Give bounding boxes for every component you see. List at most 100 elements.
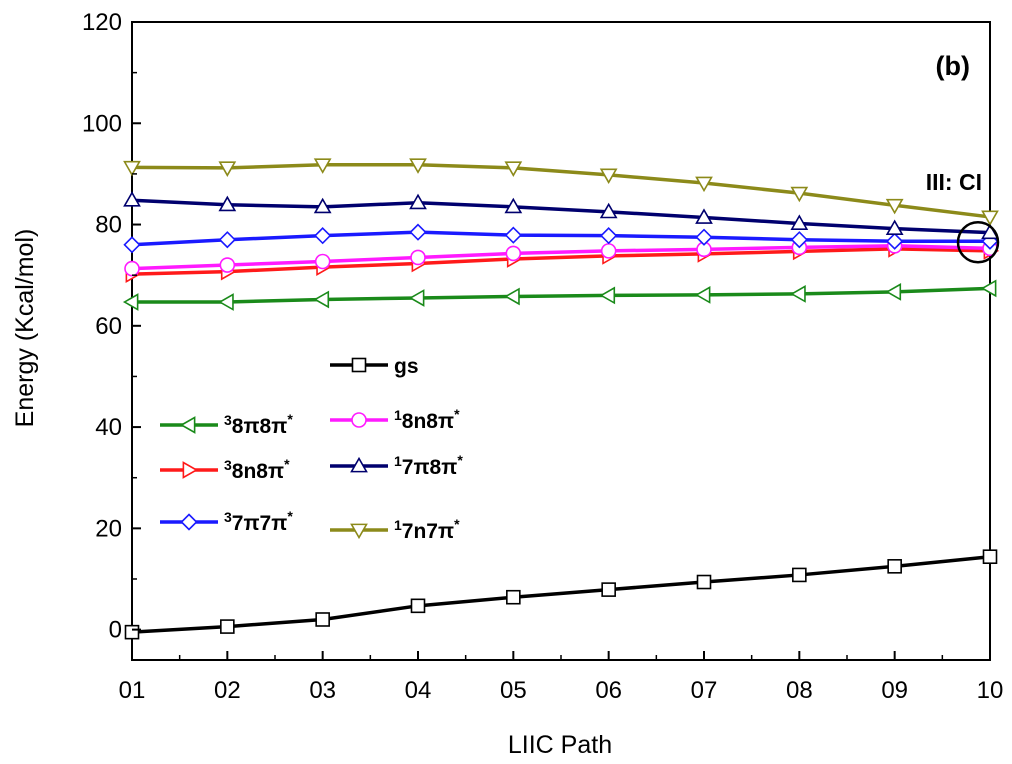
legend-item-s6: 17n7π* [330,516,460,543]
data-point-s5 [123,191,141,207]
data-point-s1 [980,279,997,298]
data-point-s5 [790,214,809,230]
data-point-s6 [313,158,332,174]
y-tick-label: 100 [82,110,122,137]
data-point-s3 [600,227,618,245]
data-point-s5 [504,197,523,214]
data-point-s5 [218,195,237,212]
data-point-s3 [218,231,236,249]
legend-item-s1: 38π8π* [160,411,293,438]
data-point-s5 [409,193,427,210]
plot-area [131,21,991,661]
series-s5 [123,191,999,240]
series-line-s6 [131,163,991,219]
series-line-s2 [131,247,991,276]
x-tick-label: 07 [691,677,718,704]
legend-label: 18n8π* [394,406,460,433]
legend-swatch-marker [180,513,198,531]
data-point-s6 [409,158,427,174]
axes-layer: 0 20 40 60 80 100 120 01 02 03 04 05 06 07 08 09 10 [82,9,1003,704]
series-line-s4 [131,244,991,271]
legend-swatch-marker [179,416,196,434]
data-point-gs [887,559,902,574]
data-point-s3 [790,231,808,249]
legend-swatch-marker [350,523,368,540]
series-line-s5 [131,198,991,235]
data-point-s1 [694,286,711,304]
data-point-s4 [505,245,522,262]
y-tick-label: 120 [82,9,122,36]
panel-label: (b) [936,51,970,81]
x-tick-label: 05 [500,677,527,704]
data-point-s4 [314,253,331,270]
data-point-s1 [504,287,520,306]
series-line-s1 [132,286,991,304]
annotation-label: III: CI [926,169,982,195]
legend-item-s3: 37π7π* [160,508,293,535]
x-tick-label: 08 [786,677,813,704]
legend-label: 17π8π* [394,452,463,479]
legend-label: gs [394,355,419,378]
data-point-s3 [886,232,904,250]
series-s6 [123,158,999,227]
data-point-s5 [695,208,713,224]
data-point-s4 [219,257,236,273]
x-tick-label: 03 [309,677,336,704]
data-point-s6 [123,160,141,177]
data-point-gs [792,567,807,583]
legend-swatch-marker [182,461,199,479]
data-point-s3 [409,223,427,241]
data-point-s6 [981,210,999,227]
data-point-gs [506,589,521,605]
data-point-s3 [314,227,332,245]
series-gs [124,549,998,640]
data-point-s3 [504,226,522,244]
x-tick-label: 02 [214,677,241,704]
data-point-s6 [504,161,523,177]
x-axis-title: LIIC Path [508,731,612,759]
data-point-s6 [695,176,713,193]
data-point-gs [601,582,616,597]
series-line-s3 [131,230,990,247]
data-point-s3 [695,228,713,246]
x-tick-label: 04 [405,677,432,704]
data-point-gs [696,574,712,590]
legend-item-s5: 17π8π* [330,452,463,479]
y-axis-title: Energy (Kcal/mol) [11,229,39,428]
legend-item-gs: gs [330,355,419,378]
legend-swatch-marker [351,412,367,428]
legend-label: 37π7π* [224,508,293,535]
data-point-s6 [885,198,904,215]
y-tick-label: 0 [109,617,122,644]
data-point-gs [124,624,140,640]
data-point-gs [220,619,235,634]
data-point-s4 [600,243,617,259]
y-tick-label: 60 [95,313,122,340]
x-tick-label: 01 [119,677,146,704]
data-point-s1 [122,293,139,311]
x-tick-label: 09 [881,677,908,704]
series-line-gs [131,554,991,634]
legend-label: 17n7π* [394,516,460,543]
data-point-s1 [218,293,234,311]
data-point-s3 [123,236,141,254]
x-tick-label: 10 [977,677,1004,704]
legend-item-s2: 38n8π* [160,456,290,483]
data-point-s6 [790,186,809,203]
plot-frame [131,21,991,661]
data-point-s5 [599,202,618,219]
y-tick-label: 20 [95,515,122,542]
legend-label: 38n8π* [224,456,290,483]
legend-item-s4: 18n8π* [330,406,460,433]
data-point-s4 [124,260,140,277]
legend: gs 38π8π* 18n8π* 38n8π* 17π8π* 37π7π* 17n7π* [160,355,463,543]
data-point-s1 [599,286,616,305]
y-tick-label: 40 [95,414,122,441]
y-tick-label: 80 [95,212,122,239]
data-point-s4 [410,249,426,266]
data-point-s1 [790,285,806,303]
legend-label: 38π8π* [224,411,293,438]
legend-swatch-marker [350,456,368,473]
legend-swatch-marker [351,357,367,373]
